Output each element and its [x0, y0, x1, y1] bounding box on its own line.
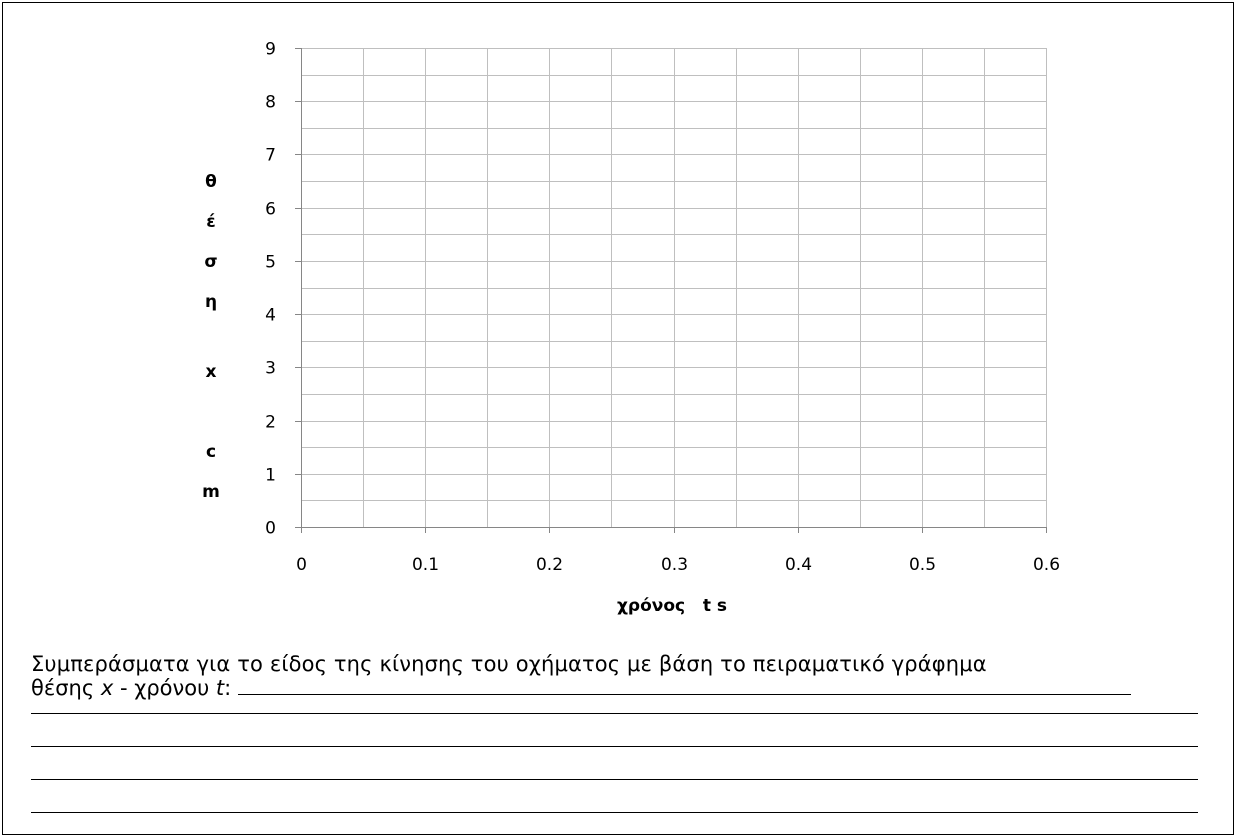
answer-blank-5[interactable]: [31, 812, 1198, 813]
position-time-chart: 0 1 2 3 4 5 6 7 8 9 0 0.1 0.2 0.3 0.4 0.5 0.6 χρόνος t s: [265, 40, 1060, 617]
y-axis-title-char: x: [205, 362, 217, 382]
y-tick-label: 7: [265, 146, 276, 166]
conclusion-line-2: θέσης x - χρόνου t:: [31, 676, 1231, 700]
y-axis-title-char: σ: [204, 252, 218, 272]
variable-t: t: [215, 676, 225, 700]
variable-x: x: [100, 676, 114, 700]
y-axis-title-char: m: [202, 482, 220, 502]
x-axis-title: χρόνος t s: [617, 596, 727, 616]
conclusion-text-part: :: [224, 676, 238, 700]
y-tick-label: 1: [265, 466, 276, 486]
answer-blank-1[interactable]: [237, 676, 1131, 695]
y-tick-label: 6: [265, 200, 276, 220]
y-tick-label: 3: [265, 359, 276, 379]
y-axis-title-char: θ: [205, 172, 217, 192]
x-tick-label: 0.4: [785, 555, 812, 575]
conclusion-text-part: - χρόνου: [113, 676, 216, 700]
axes: [295, 48, 1047, 533]
y-tick-label: 0: [265, 519, 276, 539]
answer-blank-2[interactable]: [31, 713, 1198, 714]
conclusion-text-part: θέσης: [31, 676, 101, 700]
y-tick-label: 9: [265, 40, 276, 60]
answer-blank-3[interactable]: [31, 746, 1198, 747]
y-axis-title-char: η: [204, 292, 218, 312]
x-tick-label: 0.3: [661, 555, 688, 575]
tick-labels: 0 1 2 3 4 5 6 7 8 9 0 0.1 0.2 0.3 0.4 0.5 0.6: [265, 40, 1060, 576]
conclusion-text: Συμπεράσματα για το είδος της κίνησης το…: [31, 652, 1231, 700]
y-tick-label: 2: [265, 413, 276, 433]
grid-lines: [301, 48, 1047, 527]
y-tick-label: 5: [265, 253, 276, 273]
conclusion-line-1: Συμπεράσματα για το είδος της κίνησης το…: [31, 652, 987, 676]
x-tick-label: 0.6: [1033, 555, 1060, 575]
y-axis-title-char: c: [205, 442, 217, 462]
y-tick-label: 4: [265, 306, 276, 326]
y-axis-title-char: έ: [206, 212, 216, 232]
x-tick-label: 0.2: [536, 555, 563, 575]
y-tick-label: 8: [265, 93, 276, 113]
x-tick-label: 0.5: [909, 555, 936, 575]
x-tick-label: 0.1: [412, 555, 439, 575]
answer-blank-4[interactable]: [31, 779, 1198, 780]
x-tick-label: 0: [296, 555, 307, 575]
